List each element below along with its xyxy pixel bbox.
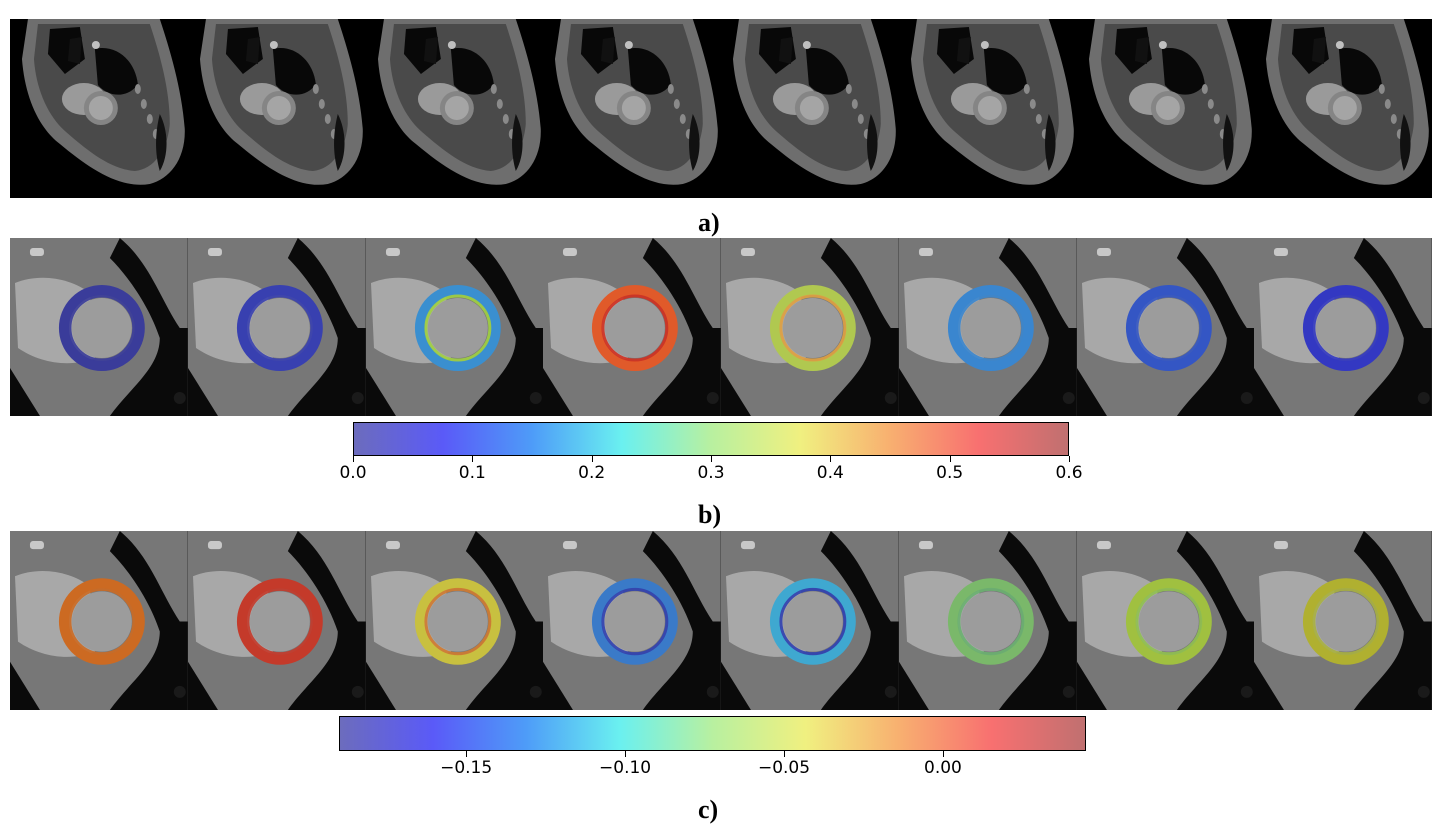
overlay-frame <box>543 238 721 416</box>
ct-slice-frame <box>187 19 366 198</box>
ct-slice-frame <box>543 19 721 198</box>
colorbar-tick-label: −0.10 <box>599 758 652 778</box>
ct-slice-frame <box>365 19 544 198</box>
ct-slice-row <box>10 19 1432 198</box>
colorbar-tick-mark <box>1069 456 1070 462</box>
overlay-frame <box>543 531 721 710</box>
overlay-frame <box>1254 238 1432 416</box>
overlay-frame <box>721 531 899 710</box>
panel-label-b: b) <box>698 500 722 529</box>
ct-slice-frame <box>10 19 188 198</box>
overlay-frame <box>365 238 544 416</box>
overlay-frame <box>898 531 1077 710</box>
colorbar-b <box>353 422 1069 456</box>
colorbar-tick-mark <box>472 456 474 462</box>
colorbar-tick-label: 0.2 <box>578 463 606 483</box>
colorbar-tick-mark <box>353 456 354 462</box>
overlay-frame <box>10 238 188 416</box>
colorbar-tick-mark <box>625 751 627 757</box>
panel-label-a: a) <box>698 208 720 237</box>
overlay-frame <box>1076 238 1255 416</box>
overlay-frame <box>365 531 544 710</box>
colorbar-tick-mark <box>466 751 468 757</box>
colorbar-tick-label: 0.6 <box>1055 463 1083 483</box>
panel-label-c: c) <box>698 795 719 824</box>
colorbar-tick-label: −0.15 <box>440 758 493 778</box>
colorbar-tick-mark <box>711 456 712 462</box>
ct-slice-frame <box>721 19 899 198</box>
overlay-frame <box>1076 531 1255 710</box>
overlay-frame <box>721 238 899 416</box>
strain-overlay-row-c <box>10 531 1432 710</box>
ct-slice-frame <box>898 19 1077 198</box>
colorbar-tick-mark <box>949 456 951 462</box>
colorbar-tick-mark <box>830 456 832 462</box>
strain-overlay-row-b <box>10 238 1432 416</box>
overlay-frame <box>898 238 1077 416</box>
colorbar-tick-label: 0.0 <box>339 463 367 483</box>
colorbar-tick-mark <box>784 751 786 757</box>
ct-slice-frame <box>1076 19 1255 198</box>
ct-slice-frame <box>1254 19 1432 198</box>
overlay-frame <box>187 238 366 416</box>
colorbar-tick-mark <box>591 456 593 462</box>
colorbar-tick-label: 0.4 <box>816 463 844 483</box>
overlay-frame <box>1254 531 1432 710</box>
colorbar-tick-label: 0.3 <box>697 463 725 483</box>
overlay-frame <box>187 531 366 710</box>
colorbar-c <box>339 716 1086 751</box>
colorbar-tick-label: −0.05 <box>757 758 811 778</box>
overlay-frame <box>10 531 188 710</box>
colorbar-tick-mark <box>942 751 944 757</box>
colorbar-tick-label: 0.1 <box>458 463 486 483</box>
colorbar-tick-label: 0.5 <box>936 463 964 483</box>
colorbar-tick-label: 0.00 <box>924 758 962 778</box>
